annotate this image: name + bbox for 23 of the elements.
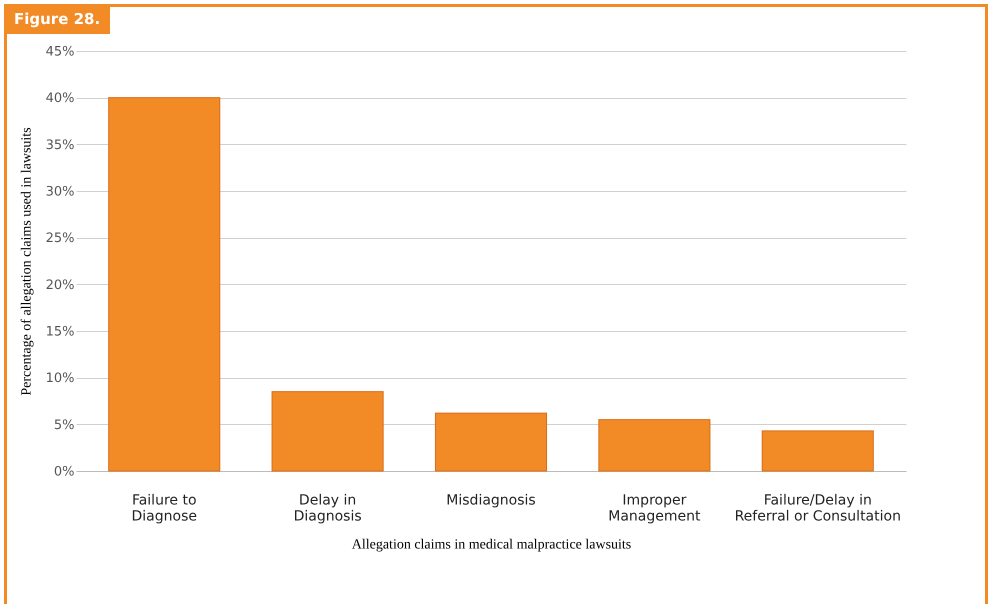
y-tick-label: 35%	[46, 138, 74, 153]
x-tick-label: Improper Management	[608, 492, 702, 524]
bar	[434, 412, 548, 472]
x-tick-label: Misdiagnosis	[446, 492, 536, 508]
x-tick-label: Delay in Diagnosis	[294, 492, 362, 524]
bar	[762, 430, 874, 472]
x-axis-title: Allegation claims in medical malpractice lawsuits	[352, 538, 632, 552]
y-tick-label: 0%	[54, 464, 74, 480]
y-tick-label: 15%	[46, 324, 74, 340]
bar	[108, 97, 220, 472]
x-tick-label: Failure to Diagnose	[131, 492, 197, 524]
y-tick-label: 20%	[46, 278, 74, 293]
y-axis-title: Percentage of allegation claims used in lawsuits	[20, 127, 35, 396]
bar	[598, 419, 710, 472]
chart-title: Figure 28.	[4, 4, 110, 34]
y-tick-label: 25%	[46, 231, 74, 246]
y-tick-label: 30%	[46, 184, 74, 200]
y-tick-label: 45%	[46, 44, 74, 60]
y-tick-label: 40%	[46, 91, 74, 106]
y-tick-label: 5%	[54, 418, 74, 433]
x-tick-label: Failure/Delay in Referral or Consultation	[734, 492, 901, 524]
bar	[272, 391, 384, 472]
y-tick-label: 10%	[46, 371, 74, 386]
